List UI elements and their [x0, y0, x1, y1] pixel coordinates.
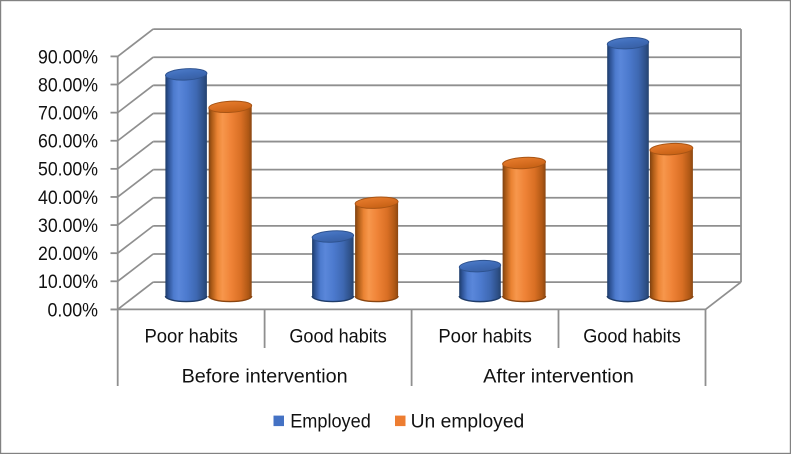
svg-text:Un employed: Un employed	[411, 412, 525, 433]
svg-text:Poor habits: Poor habits	[144, 326, 238, 347]
svg-text:40.00%: 40.00%	[38, 188, 98, 209]
svg-text:60.00%: 60.00%	[38, 132, 98, 153]
svg-text:Poor habits: Poor habits	[438, 326, 532, 347]
svg-text:50.00%: 50.00%	[38, 160, 98, 181]
svg-text:Employed: Employed	[290, 412, 371, 433]
svg-text:After intervention: After intervention	[483, 366, 634, 387]
svg-text:90.00%: 90.00%	[38, 47, 98, 68]
svg-text:Good habits: Good habits	[583, 326, 681, 347]
svg-text:70.00%: 70.00%	[38, 104, 98, 125]
svg-text:30.00%: 30.00%	[38, 216, 98, 237]
svg-text:Before intervention: Before intervention	[182, 366, 348, 387]
svg-text:Good habits: Good habits	[289, 326, 387, 347]
svg-text:10.00%: 10.00%	[38, 272, 98, 293]
svg-text:20.00%: 20.00%	[38, 244, 98, 265]
svg-text:80.00%: 80.00%	[38, 75, 98, 96]
svg-text:0.00%: 0.00%	[48, 300, 99, 321]
